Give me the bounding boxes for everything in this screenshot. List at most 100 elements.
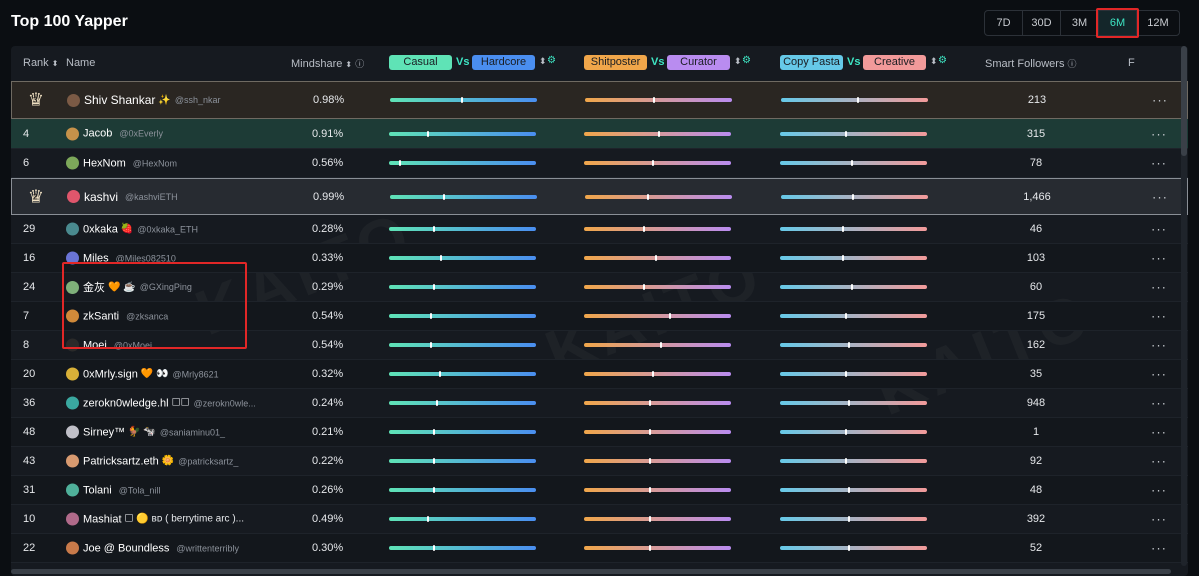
more-options-icon[interactable]: ··· <box>1151 366 1167 382</box>
mindshare-value: 0.28% <box>312 223 344 235</box>
more-options-icon[interactable]: ··· <box>1151 337 1167 353</box>
user-name-cell[interactable]: Tolani @Tola_nill <box>66 483 160 497</box>
user-name[interactable]: Moei <box>83 339 107 351</box>
casual-hardcore-marker <box>430 342 432 348</box>
user-name-cell[interactable]: Sirney™ 🐓 🐄 @saniaminu01_ <box>66 425 226 439</box>
table-row[interactable]: 7 zkSanti @zksanca 0.54% 175 ··· <box>11 302 1188 331</box>
more-options-icon[interactable]: ··· <box>1151 424 1167 440</box>
header-mindshare[interactable]: Mindshare ⬍ ⓘ <box>291 58 365 70</box>
user-name-cell[interactable]: HexNom @HexNom <box>66 156 177 170</box>
table-row[interactable]: ♛ 3 Shiv Shankar ✨ @ssh_nkar 0.98% 213 ··… <box>11 81 1188 119</box>
period-6m[interactable]: 6M <box>1096 8 1139 38</box>
sort-icon[interactable]: ⬍ <box>930 56 938 66</box>
more-options-icon[interactable]: ··· <box>1151 308 1167 324</box>
settings-icon[interactable]: ⚙ <box>742 55 751 66</box>
table-row[interactable]: 6 HexNom @HexNom 0.56% 78 ··· <box>11 149 1188 178</box>
user-name[interactable]: Joe @ Boundless <box>83 542 170 554</box>
table-row[interactable]: 22 Joe @ Boundless @writtenterribly 0.30… <box>11 534 1188 563</box>
copypasta-creative-marker <box>845 313 847 319</box>
more-options-icon[interactable]: ··· <box>1151 395 1167 411</box>
more-options-icon[interactable]: ··· <box>1151 540 1167 556</box>
period-3m[interactable]: 3M <box>1061 11 1099 35</box>
table-row[interactable]: 48 Sirney™ 🐓 🐄 @saniaminu01_ 0.21% 1 ··· <box>11 418 1188 447</box>
user-name-cell[interactable]: 0xkaka 🍓 @0xkaka_ETH <box>66 222 198 236</box>
rank-value: 6 <box>23 157 30 169</box>
user-name[interactable]: 0xMrly.sign <box>83 368 138 380</box>
horizontal-scrollbar[interactable] <box>11 569 1171 574</box>
sort-icon[interactable]: ⬍ <box>734 56 742 66</box>
more-options-icon[interactable]: ··· <box>1151 482 1167 498</box>
user-name[interactable]: Miles <box>83 252 109 264</box>
user-name-cell[interactable]: 0xMrly.sign 🧡 👀 @Mrly8621 <box>66 367 219 381</box>
user-name[interactable]: kashvi <box>84 189 119 204</box>
table-row[interactable]: 29 0xkaka 🍓 @0xkaka_ETH 0.28% 46 ··· <box>11 215 1188 244</box>
table-row[interactable]: 16 Miles @Miles082510 0.33% 103 ··· <box>11 244 1188 273</box>
user-name[interactable]: 0xkaka <box>83 223 118 235</box>
more-options-icon[interactable]: ··· <box>1152 92 1168 108</box>
user-name[interactable]: 金灰 <box>83 282 105 294</box>
user-name-cell[interactable]: zerokn0wledge.hl ☐☐ @zerokn0wle... <box>66 396 256 410</box>
vs-label: Vs <box>456 56 470 68</box>
period-7d[interactable]: 7D <box>985 11 1023 35</box>
user-name[interactable]: HexNom <box>83 157 126 169</box>
table-row[interactable]: 20 0xMrly.sign 🧡 👀 @Mrly8621 0.32% 35 ··… <box>11 360 1188 389</box>
user-name-cell[interactable]: Jacob @0xEverly <box>66 127 163 140</box>
table-row[interactable]: ♛ 2 kashvi @kashviETH 0.99% 1,466 ··· <box>11 178 1188 215</box>
user-name[interactable]: Mashiat <box>83 513 122 525</box>
header-smart-followers[interactable]: Smart Followers ⓘ <box>985 58 1077 70</box>
user-handle: @saniaminu01_ <box>159 427 226 437</box>
settings-icon[interactable]: ⚙ <box>547 55 556 66</box>
avatar <box>66 309 79 323</box>
user-name[interactable]: Tolani <box>83 484 112 496</box>
user-name-cell[interactable]: 金灰 🧡 ☕ @GXingPing <box>66 279 192 295</box>
user-name[interactable]: Jacob <box>83 127 113 140</box>
header-rank[interactable]: Rank ⬍ <box>23 57 59 69</box>
user-name-cell[interactable]: Patricksartz.eth 🌼 @patricksartz_ <box>66 454 238 468</box>
user-name[interactable]: Sirney™ <box>83 426 126 438</box>
header-f: F <box>1128 57 1135 69</box>
more-options-icon[interactable]: ··· <box>1151 453 1167 469</box>
table-row[interactable]: 10 Mashiat ☐ 🟡 ʙᴅ ( berrytime arc )... 0… <box>11 505 1188 534</box>
user-name-cell[interactable]: zkSanti @zksanca <box>66 309 168 323</box>
casual-hardcore-marker <box>433 545 435 551</box>
period-30d[interactable]: 30D <box>1023 11 1061 35</box>
user-name-cell[interactable]: kashvi @kashviETH <box>67 190 178 204</box>
user-name-cell[interactable]: Mashiat ☐ 🟡 ʙᴅ ( berrytime arc )... <box>66 512 248 526</box>
copypasta-creative-bar <box>780 226 927 232</box>
user-name[interactable]: zerokn0wledge.hl <box>83 397 169 409</box>
table-row[interactable]: 24 金灰 🧡 ☕ @GXingPing 0.29% 60 ··· <box>11 273 1188 302</box>
table-row[interactable]: 43 Patricksartz.eth 🌼 @patricksartz_ 0.2… <box>11 447 1188 476</box>
table-row[interactable]: 8 Moei @0xMoei 0.54% 162 ··· <box>11 331 1188 360</box>
sort-icon[interactable]: ⬍ <box>539 56 547 66</box>
more-options-icon[interactable]: ··· <box>1151 250 1167 266</box>
more-options-icon[interactable]: ··· <box>1151 511 1167 527</box>
more-options-icon[interactable]: ··· <box>1151 221 1167 237</box>
scrollbar-thumb[interactable] <box>1181 46 1187 156</box>
more-options-icon[interactable]: ··· <box>1151 279 1167 295</box>
rank-value: 20 <box>23 368 36 380</box>
user-name[interactable]: Patricksartz.eth <box>83 455 159 467</box>
settings-icon[interactable]: ⚙ <box>938 55 947 66</box>
period-12m[interactable]: 12M <box>1147 17 1169 29</box>
shitposter-curator-marker <box>660 342 662 348</box>
more-options-icon[interactable]: ··· <box>1151 155 1167 171</box>
vertical-scrollbar[interactable] <box>1181 46 1187 566</box>
more-options-icon[interactable]: ··· <box>1152 189 1168 204</box>
table-row[interactable]: 31 Tolani @Tola_nill 0.26% 48 ··· <box>11 476 1188 505</box>
shitposter-curator-marker <box>649 487 651 493</box>
mindshare-value: 0.22% <box>312 455 344 467</box>
table-row[interactable]: 4 Jacob @0xEverly 0.91% 315 ··· <box>11 119 1188 149</box>
user-name-cell[interactable]: Joe @ Boundless @writtenterribly <box>66 541 239 555</box>
user-name[interactable]: Shiv Shankar <box>84 93 156 107</box>
table-row[interactable]: 36 zerokn0wledge.hl ☐☐ @zerokn0wle... 0.… <box>11 389 1188 418</box>
user-name[interactable]: zkSanti <box>83 310 120 322</box>
copypasta-creative-marker <box>845 429 847 435</box>
shitposter-curator-marker <box>643 226 645 232</box>
user-name-cell[interactable]: Miles @Miles082510 <box>66 251 176 265</box>
shitposter-curator-bar <box>584 130 731 137</box>
casual-hardcore-marker <box>433 487 435 493</box>
more-options-icon[interactable]: ··· <box>1151 126 1167 141</box>
user-name-cell[interactable]: Shiv Shankar ✨ @ssh_nkar <box>67 93 220 107</box>
smart-followers-value: 48 <box>1029 484 1043 496</box>
user-name-cell[interactable]: Moei @0xMoei <box>66 338 152 352</box>
